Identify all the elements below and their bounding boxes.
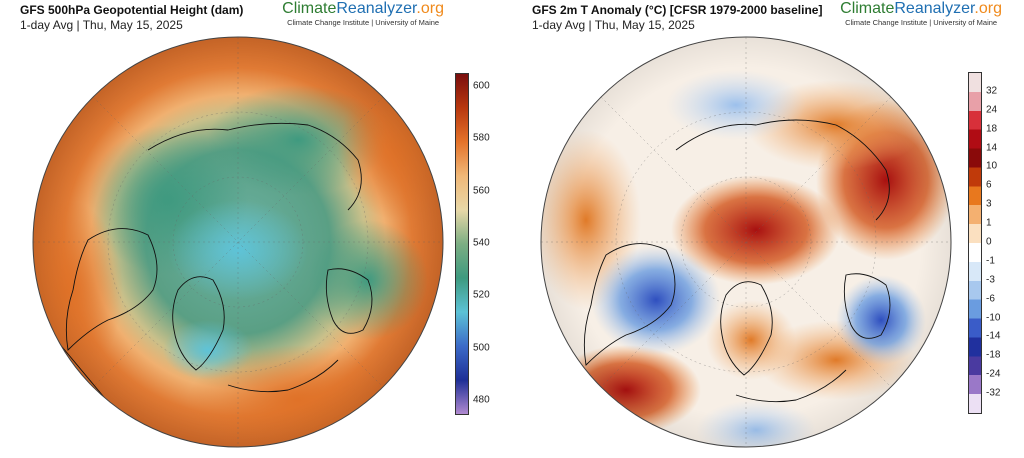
colorbar-tick-label: 600: [473, 80, 490, 92]
colorbar-tick-label: 480: [473, 394, 490, 406]
brand-logo[interactable]: ClimateReanalyzer.org Climate Change Ins…: [282, 0, 444, 27]
colorbar-tick-label: -1: [986, 255, 995, 267]
geopotential-height-panel: GFS 500hPa Geopotential Height (dam) 1-d…: [20, 0, 503, 448]
geopotential-globe-map: [32, 36, 444, 448]
brand-part-1: Climate: [840, 0, 895, 17]
temperature-anomaly-panel: GFS 2m T Anomaly (°C) [CFSR 1979-2000 ba…: [512, 0, 1024, 458]
brand-part-2: Reanalyzer: [894, 0, 975, 17]
colorbar-tick-label: -10: [986, 312, 1001, 324]
brand-part-2: Reanalyzer: [336, 0, 417, 17]
height-colorbar: [455, 73, 469, 415]
brand-subtitle: Climate Change Institute | University of…: [845, 18, 998, 27]
brand-subtitle: Climate Change Institute | University of…: [287, 18, 440, 27]
anomaly-colorbar-ticks: 32 24 18 14 10 6 3 1 0 -1 -3 -6 -10 -14 -18 -24 -32: [986, 72, 1020, 412]
colorbar-tick-label: 3: [986, 198, 992, 210]
map-title: GFS 500hPa Geopotential Height (dam): [20, 3, 244, 17]
colorbar-tick-label: 24: [986, 104, 998, 116]
colorbar-tick-label: 10: [986, 160, 998, 172]
colorbar-tick-label: -18: [986, 349, 1001, 361]
colorbar-tick-label: -32: [986, 387, 1001, 399]
brand-part-1: Climate: [282, 0, 337, 17]
colorbar-tick-label: 540: [473, 237, 490, 249]
temperature-anomaly-globe-map: [540, 36, 952, 448]
brand-logo[interactable]: ClimateReanalyzer.org Climate Change Ins…: [840, 0, 1002, 27]
colorbar-tick-label: -14: [986, 330, 1001, 342]
colorbar-tick-label: 6: [986, 179, 992, 191]
colorbar-tick-label: 520: [473, 289, 490, 301]
colorbar-tick-label: 18: [986, 123, 998, 135]
brand-part-3: .org: [416, 0, 444, 17]
colorbar-tick-label: 0: [986, 236, 992, 248]
anomaly-colorbar: [968, 72, 982, 414]
colorbar-tick-label: 580: [473, 132, 490, 144]
brand-part-3: .org: [974, 0, 1002, 17]
colorbar-tick-label: 1: [986, 217, 992, 229]
map-subtitle: 1-day Avg | Thu, May 15, 2025: [20, 18, 183, 32]
colorbar-tick-label: -6: [986, 293, 995, 305]
height-colorbar-ticks: 600 580 560 540 520 500 480: [473, 73, 503, 413]
colorbar-tick-label: 560: [473, 185, 490, 197]
map-title: GFS 2m T Anomaly (°C) [CFSR 1979-2000 ba…: [532, 3, 823, 17]
map-subtitle: 1-day Avg | Thu, May 15, 2025: [532, 18, 695, 32]
colorbar-tick-label: 500: [473, 342, 490, 354]
colorbar-tick-label: -3: [986, 274, 995, 286]
colorbar-tick-label: 14: [986, 142, 998, 154]
colorbar-tick-label: 32: [986, 85, 998, 97]
colorbar-tick-label: -24: [986, 368, 1001, 380]
